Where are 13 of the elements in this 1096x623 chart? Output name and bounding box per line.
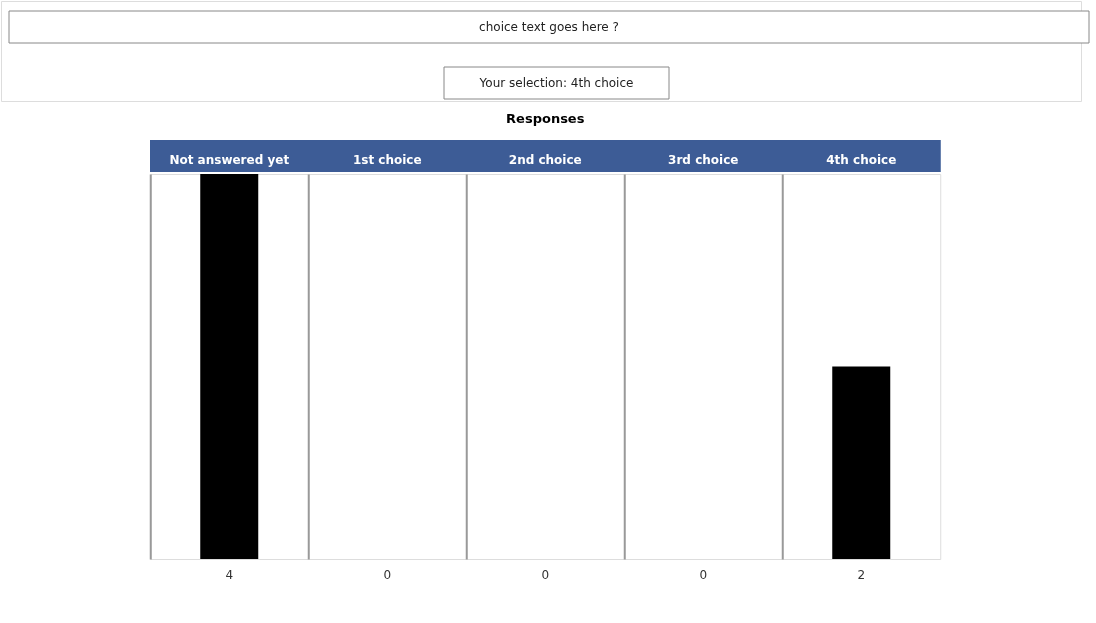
x-tick-label: Not answered yet xyxy=(169,152,290,167)
x-tick-label: 2nd choice xyxy=(508,152,582,167)
chart-title: Responses xyxy=(506,111,585,126)
x-tick-label: 3rd choice xyxy=(668,152,739,167)
text: choice text goes here ? xyxy=(479,20,619,34)
data-label: 0 xyxy=(699,568,708,582)
text: Your selection: 4th choice xyxy=(478,76,634,90)
x-tick-label: 4th choice xyxy=(826,152,897,167)
data-label: 4 xyxy=(225,568,234,582)
x-tick-label: 1st choice xyxy=(352,152,422,167)
data-label: 2 xyxy=(857,568,866,582)
data-label: 0 xyxy=(383,568,392,582)
data-label: 0 xyxy=(541,568,550,582)
